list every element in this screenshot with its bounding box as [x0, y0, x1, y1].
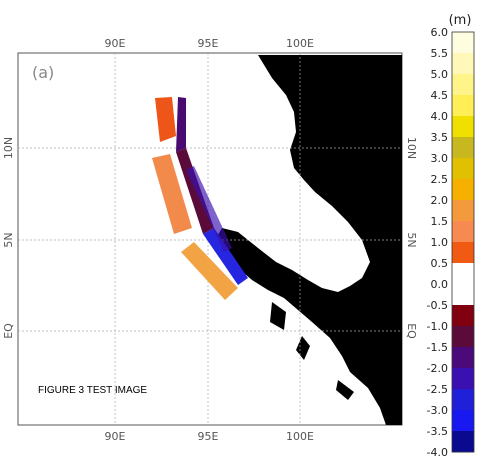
lat-ticks-right: 10N 5N EQ [405, 137, 418, 339]
lon-tick-label: 90E [105, 430, 126, 443]
colorbar-tick-label: 1.0 [431, 236, 449, 249]
colorbar-swatch [452, 410, 474, 432]
colorbar-tick-label: 4.0 [431, 110, 449, 123]
lon-ticks-bottom: 90E 95E 100E [105, 430, 314, 443]
colorbar-tick-label: -2.0 [427, 362, 448, 375]
colorbar-tick-label: 2.0 [431, 194, 449, 207]
colorbar-swatch [452, 389, 474, 411]
colorbar-swatch [452, 431, 474, 453]
colorbar-tick-label: -3.0 [427, 404, 448, 417]
colorbar-tick-label: 3.0 [431, 152, 449, 165]
colorbar-swatch [452, 179, 474, 201]
colorbar-tick-label: 3.5 [431, 131, 449, 144]
colorbar-swatch [452, 53, 474, 75]
colorbar-swatch [452, 221, 474, 243]
colorbar-tick-label: 5.0 [431, 68, 449, 81]
colorbar-swatch [452, 347, 474, 369]
colorbar-tick-label: 4.5 [431, 89, 449, 102]
panel-label: (a) [32, 63, 54, 82]
lat-tick-label: 5N [2, 232, 15, 247]
lon-tick-label: 100E [286, 37, 314, 50]
colorbar-swatch [452, 368, 474, 390]
colorbar-swatch [452, 200, 474, 222]
colorbar-labels: 6.0 5.5 5.0 4.5 4.0 3.5 3.0 2.5 2.0 1.5 1.0 0.5 0.0 -… [427, 26, 448, 459]
uplift-patches [152, 97, 238, 300]
lat-tick-label: EQ [2, 323, 15, 339]
colorbar-tick-label: 0.0 [431, 278, 449, 291]
lon-tick-label: 95E [198, 430, 219, 443]
colorbar-swatch [452, 242, 474, 264]
colorbar [452, 32, 474, 453]
uplift-patch-south [181, 242, 238, 300]
subsidence-strip [176, 97, 248, 285]
lat-tick-label: 5N [405, 232, 418, 247]
colorbar-swatch [452, 74, 474, 96]
subsidence-patch-central [176, 148, 214, 234]
lat-ticks-left: 10N 5N EQ [2, 137, 15, 339]
colorbar-swatch [452, 95, 474, 117]
figure-caption: FIGURE 3 TEST IMAGE [38, 385, 147, 396]
colorbar-swatch [452, 263, 474, 285]
subsidence-patch-north [176, 97, 186, 152]
colorbar-swatch [452, 137, 474, 159]
lon-tick-label: 90E [105, 37, 126, 50]
colorbar-swatch [452, 305, 474, 327]
colorbar-swatch [452, 116, 474, 138]
colorbar-tick-label: 6.0 [431, 26, 449, 39]
colorbar-swatch [452, 326, 474, 348]
colorbar-tick-label: 1.5 [431, 215, 449, 228]
colorbar-tick-label: 0.5 [431, 257, 449, 270]
colorbar-tick-label: -2.5 [427, 383, 448, 396]
colorbar-frame [451, 31, 475, 453]
lat-tick-label: 10N [2, 137, 15, 159]
uplift-patch-central [152, 154, 192, 234]
colorbar-swatch [452, 32, 474, 54]
lon-tick-label: 95E [198, 37, 219, 50]
colorbar-swatch [452, 284, 474, 306]
lon-ticks-top: 90E 95E 100E [105, 37, 314, 50]
colorbar-tick-label: 5.5 [431, 47, 449, 60]
colorbar-units: (m) [449, 13, 472, 28]
lon-tick-label: 100E [286, 430, 314, 443]
colorbar-tick-label: 2.5 [431, 173, 449, 186]
uplift-patch-north [155, 97, 176, 142]
colorbar-tick-label: -3.5 [427, 425, 448, 438]
landmass [216, 55, 402, 425]
lat-tick-label: EQ [405, 323, 418, 339]
subsidence-patch-south [203, 228, 248, 285]
subsidence-patch-axis [186, 166, 232, 252]
colorbar-tick-label: -1.5 [427, 341, 448, 354]
lat-tick-label: 10N [405, 137, 418, 159]
colorbar-tick-label: -1.0 [427, 320, 448, 333]
colorbar-tick-label: -0.5 [427, 299, 448, 312]
colorbar-tick-label: -4.0 [427, 446, 448, 459]
colorbar-swatch [452, 158, 474, 180]
